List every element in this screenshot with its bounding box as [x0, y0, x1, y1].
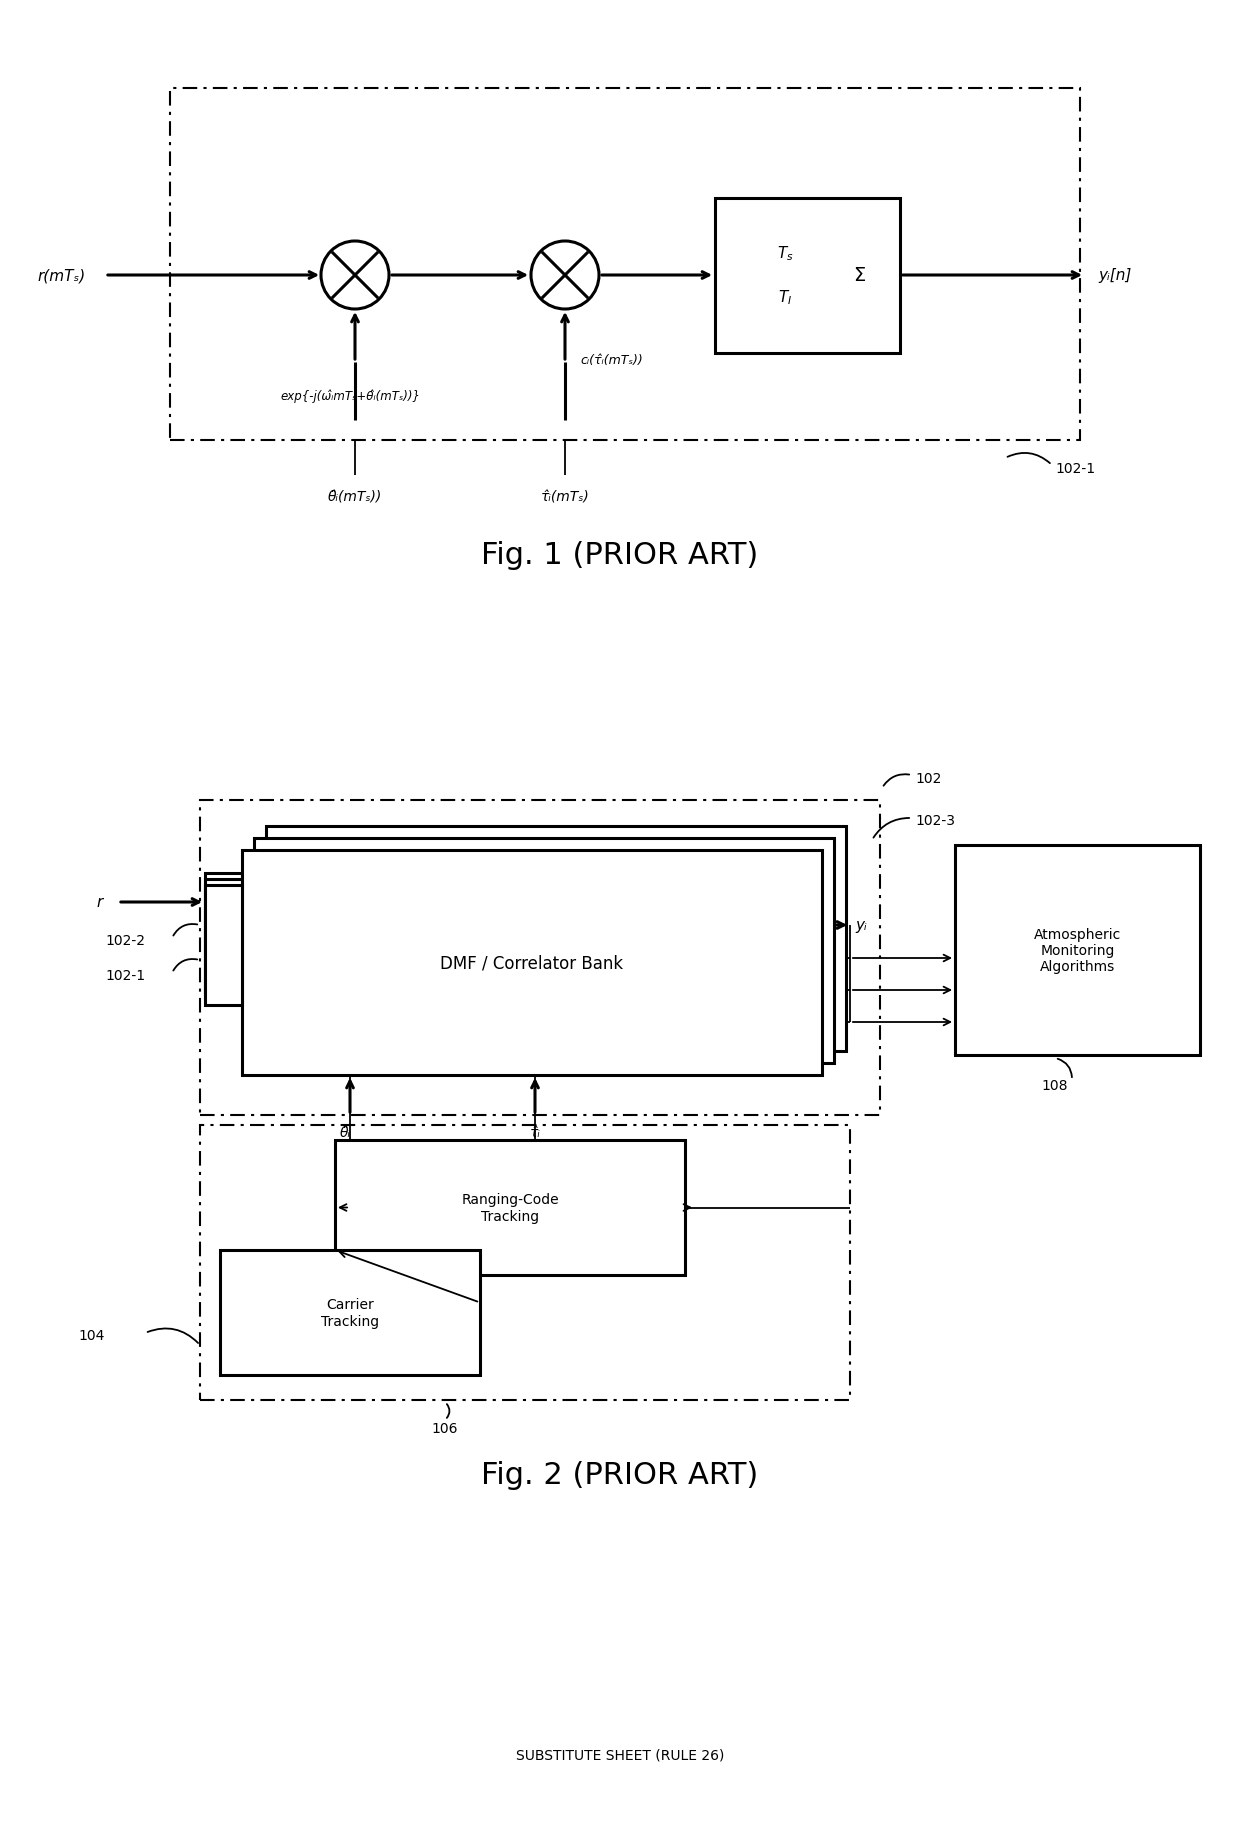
Text: 102: 102 [915, 772, 941, 785]
Bar [205, 880, 242, 999]
Text: $T_s$: $T_s$ [777, 245, 794, 264]
Text: 108: 108 [1042, 1078, 1068, 1093]
Bar [205, 873, 242, 994]
Text: 104: 104 [78, 1329, 105, 1341]
Bar [205, 886, 242, 1005]
Text: exp{-j(ω̂ᵢmTₛ+θ̂ᵢ(mTₛ))}: exp{-j(ω̂ᵢmTₛ+θ̂ᵢ(mTₛ))} [280, 390, 420, 403]
Text: $\Sigma$: $\Sigma$ [853, 267, 866, 285]
Text: 102-2: 102-2 [105, 933, 145, 948]
Bar [219, 1250, 480, 1376]
Text: 102-3: 102-3 [915, 814, 955, 827]
Bar [267, 827, 846, 1052]
Text: r(mTₛ): r(mTₛ) [38, 269, 86, 284]
Text: 102-1: 102-1 [1055, 461, 1095, 476]
Text: Ranging-Code
Tracking: Ranging-Code Tracking [461, 1193, 559, 1222]
Text: 106: 106 [432, 1422, 459, 1435]
Text: cᵢ(τ̂ᵢ(mTₛ)): cᵢ(τ̂ᵢ(mTₛ)) [580, 355, 642, 368]
Bar [200, 1125, 849, 1400]
Text: θ̂ᵢ(mTₛ)): θ̂ᵢ(mTₛ)) [327, 490, 382, 505]
Text: DMF / Correlator Bank: DMF / Correlator Bank [440, 953, 624, 972]
Bar [955, 845, 1200, 1056]
Bar [200, 800, 880, 1116]
Bar [715, 198, 900, 353]
Text: $T_I$: $T_I$ [779, 289, 792, 307]
Text: τ̂ᵢ: τ̂ᵢ [529, 1125, 541, 1140]
Text: τ̂ᵢ(mTₛ): τ̂ᵢ(mTₛ) [541, 490, 589, 505]
Text: θ̂ᵢ: θ̂ᵢ [340, 1125, 351, 1140]
Bar [242, 851, 822, 1076]
Text: Fig. 2 (PRIOR ART): Fig. 2 (PRIOR ART) [481, 1460, 759, 1490]
Text: yᵢ[n]: yᵢ[n] [1099, 269, 1132, 284]
Text: yᵢ: yᵢ [856, 919, 867, 933]
Text: Carrier
Tracking: Carrier Tracking [321, 1297, 379, 1329]
Bar [254, 838, 835, 1063]
Bar [170, 90, 1080, 441]
Text: Atmospheric
Monitoring
Algorithms: Atmospheric Monitoring Algorithms [1034, 928, 1121, 974]
Text: Fig. 1 (PRIOR ART): Fig. 1 (PRIOR ART) [481, 542, 759, 571]
Text: r: r [97, 895, 103, 910]
Text: SUBSTITUTE SHEET (RULE 26): SUBSTITUTE SHEET (RULE 26) [516, 1748, 724, 1762]
Bar [335, 1140, 684, 1276]
Text: 102-1: 102-1 [105, 968, 145, 983]
